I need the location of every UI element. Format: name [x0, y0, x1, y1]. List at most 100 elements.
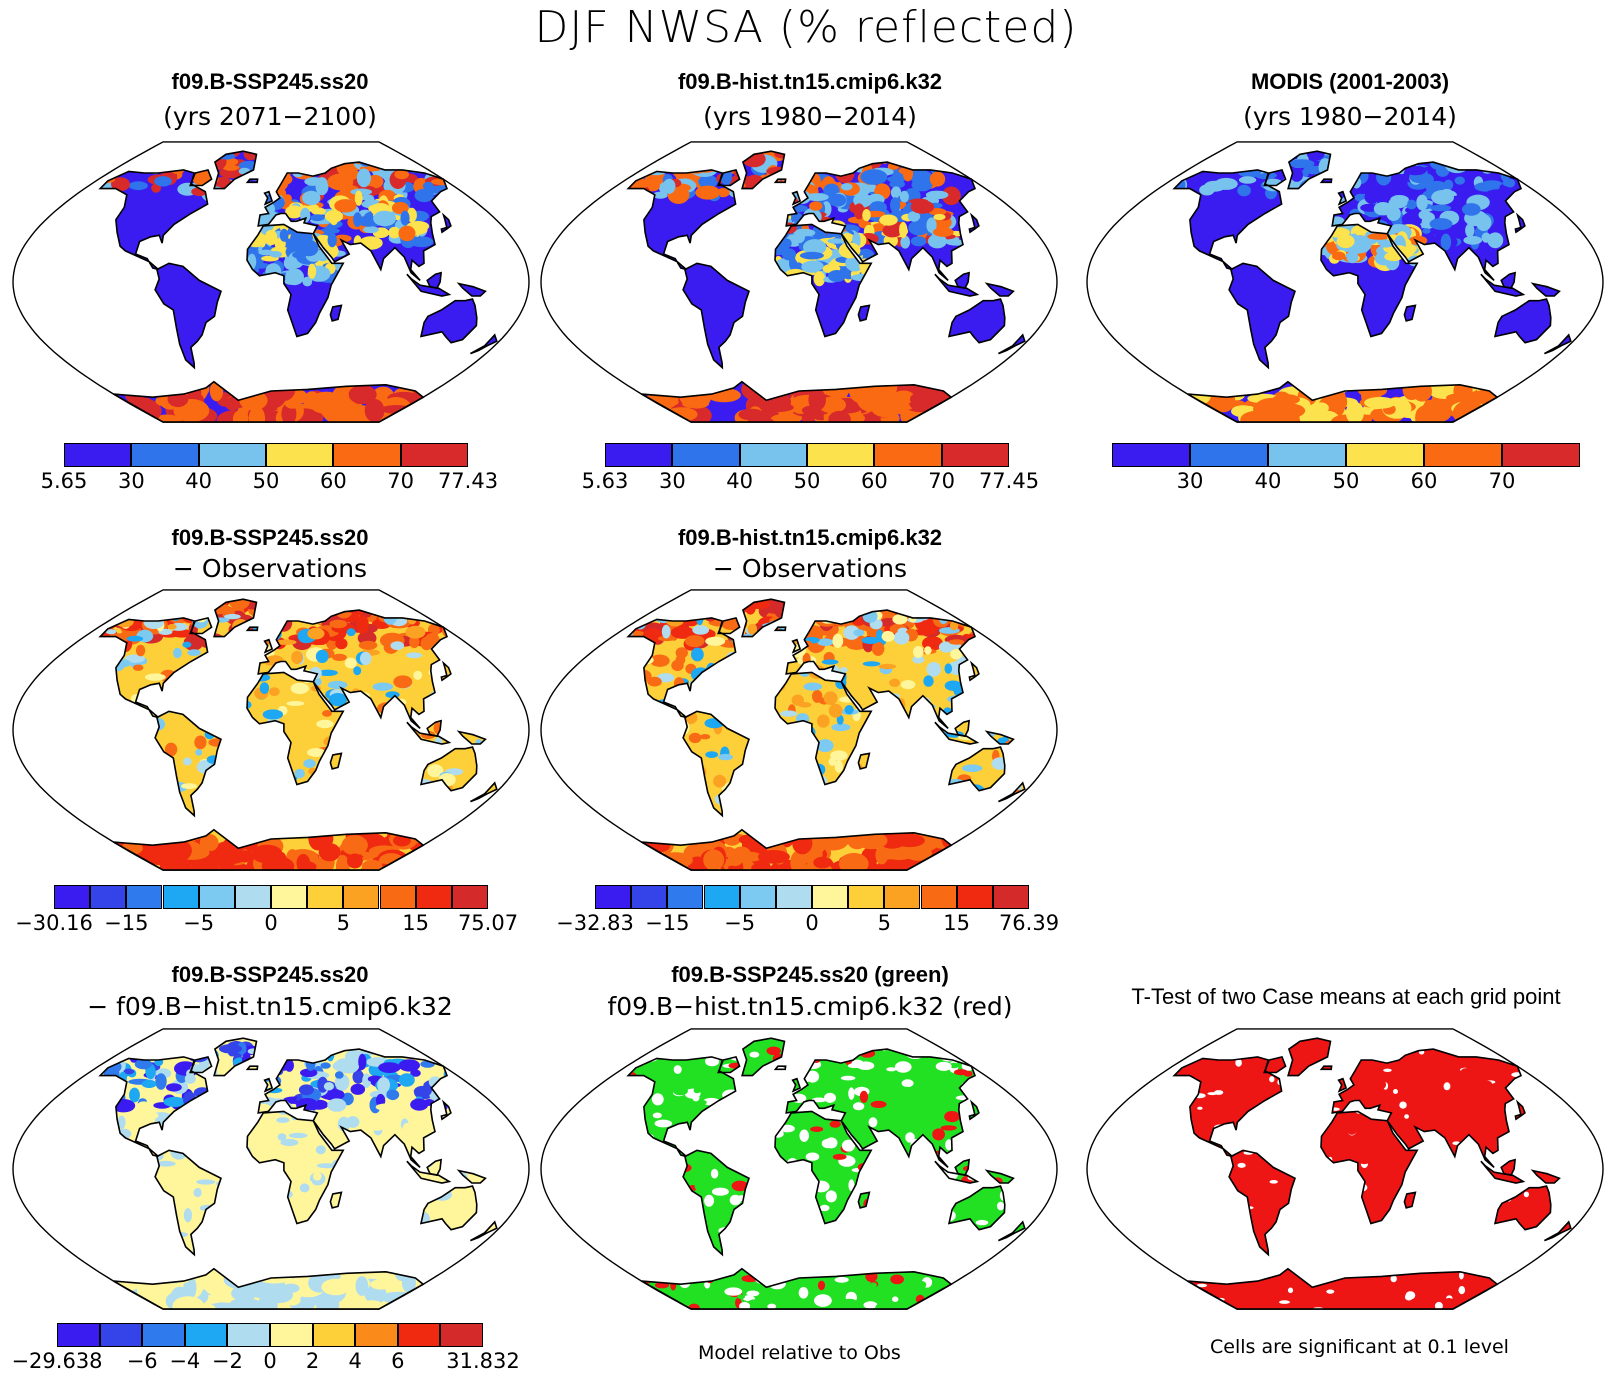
colorbar-panel-6: −29.638 −6 −4 −2 0 2 4 6 31.832 [11, 1323, 520, 1381]
colorbar-tick-label: 5 [336, 911, 351, 935]
colorbar-tick-label: 50 [793, 469, 821, 493]
colorbar-tick-label: 6 [391, 1349, 405, 1373]
colorbar-tick-label: −30.16 [15, 911, 93, 935]
colorbar-tick-label: 76.39 [998, 911, 1060, 935]
colorbar-tick-label: −15 [104, 911, 149, 935]
colorbar-segment [333, 443, 401, 467]
colorbar-tick-label: 77.43 [437, 469, 499, 493]
colorbar-segment [270, 1323, 313, 1347]
colorbar-segment [992, 885, 1029, 909]
colorbar-segment [142, 1323, 185, 1347]
colorbar-tick-label: −4 [169, 1349, 201, 1373]
colorbar-segment [355, 1323, 398, 1347]
colorbar-panel-1: 5.65 30 40 50 60 70 77.43 [41, 443, 498, 501]
map-panel-7 [540, 1028, 1058, 1310]
colorbar-segment [812, 885, 849, 909]
panel-6-subtitle: − f09.B−hist.tn15.cmip6.k32 [87, 992, 453, 1021]
colorbar-segment [379, 885, 416, 909]
colorbar-segment [874, 443, 942, 467]
colorbar-segment [1112, 443, 1190, 467]
colorbar-segment [807, 443, 875, 467]
colorbar-segment [775, 885, 812, 909]
panel-7-subtitle: f09.B−hist.tn15.cmip6.k32 (red) [607, 992, 1013, 1021]
colorbar-segment [57, 1323, 100, 1347]
colorbar-segment [271, 885, 308, 909]
colorbar-panel-3: 30 40 50 60 70 [1112, 443, 1580, 501]
colorbar-tick-label: −5 [724, 911, 756, 935]
map-panel-5 [540, 589, 1058, 871]
colorbar-tick-label: 30 [658, 469, 686, 493]
colorbar-tick-label: 5.63 [581, 469, 629, 493]
colorbar-tick-label: 60 [1410, 469, 1438, 493]
colorbar-tick-label: 70 [387, 469, 415, 493]
colorbar-segment [227, 1323, 270, 1347]
panel-5-subtitle: − Observations [712, 554, 908, 583]
panel-5-title: f09.B-hist.tn15.cmip6.k32 [677, 525, 943, 550]
colorbar-segment [343, 885, 380, 909]
colorbar-tick-label: 40 [726, 469, 754, 493]
colorbar-tick-label: 5.65 [40, 469, 88, 493]
colorbar-segment [595, 885, 632, 909]
colorbar-tick-label: 4 [348, 1349, 362, 1373]
colorbar-segment [131, 443, 199, 467]
colorbar-segment [184, 1323, 228, 1347]
colorbar-segment [1502, 443, 1580, 467]
colorbar-tick-label: −6 [126, 1349, 158, 1373]
colorbar-tick-label: −29.638 [11, 1349, 103, 1373]
colorbar-segment [99, 1323, 143, 1347]
colorbar-segment [440, 1323, 483, 1347]
colorbar-tick-label: 60 [319, 469, 347, 493]
colorbar-tick-label: 40 [185, 469, 213, 493]
colorbar-tick-label: 70 [1488, 469, 1516, 493]
colorbar-segment [1346, 443, 1424, 467]
colorbar-segment [703, 885, 740, 909]
colorbar-tick-label: 2 [305, 1349, 320, 1373]
colorbar-panel-4: −30.16 −15 −5 0 5 15 75.07 [15, 885, 518, 943]
colorbar-panel-2: 5.63 30 40 50 60 70 77.45 [582, 443, 1039, 501]
colorbar-tick-label: 31.832 [446, 1349, 520, 1373]
colorbar-segment [956, 885, 993, 909]
colorbar-segment [1190, 443, 1268, 467]
colorbar-tick-label: 50 [1332, 469, 1360, 493]
map-panel-1 [12, 141, 530, 423]
colorbar-segment [162, 885, 199, 909]
colorbar-tick-label: 0 [805, 911, 819, 935]
colorbar-tick-label: 40 [1254, 469, 1282, 493]
colorbar-segment [848, 885, 885, 909]
colorbar-segment [884, 885, 921, 909]
panel-2-subtitle: (yrs 1980−2014) [703, 102, 917, 131]
colorbar-segment [397, 1323, 441, 1347]
colorbar-segment [307, 885, 344, 909]
colorbar-tick-label: −2 [211, 1349, 243, 1373]
colorbar-tick-label: 75.07 [457, 911, 519, 935]
colorbar-segment [415, 885, 452, 909]
map-panel-6 [12, 1028, 530, 1310]
colorbar-tick-label: 5 [877, 911, 892, 935]
panel-4-title: f09.B-SSP245.ss20 [171, 525, 369, 550]
colorbar-segment [64, 443, 132, 467]
colorbar-tick-label: −5 [183, 911, 215, 935]
colorbar-tick-label: 70 [928, 469, 956, 493]
colorbar-panel-5: −32.83 −15 −5 0 5 15 76.39 [556, 885, 1059, 943]
map-panel-3 [1086, 141, 1604, 423]
colorbar-segment [54, 885, 91, 909]
figure-title: DJF NWSA (% reflected) [534, 2, 1078, 53]
colorbar-tick-label: 60 [860, 469, 888, 493]
colorbar-segment [198, 443, 266, 467]
colorbar-segment [198, 885, 235, 909]
panel-1-title: f09.B-SSP245.ss20 [171, 69, 369, 94]
colorbar-segment [312, 1323, 356, 1347]
colorbar-tick-label: 0 [263, 1349, 277, 1373]
colorbar-segment [90, 885, 127, 909]
colorbar-segment [451, 885, 488, 909]
colorbar-tick-label: 0 [264, 911, 278, 935]
colorbar-segment [234, 885, 271, 909]
panel-1-subtitle: (yrs 2071−2100) [163, 102, 377, 131]
colorbar-segment [400, 443, 468, 467]
colorbar-tick-label: −32.83 [556, 911, 634, 935]
panel-7-title: f09.B-SSP245.ss20 (green) [671, 962, 949, 987]
panel-8-title: T-Test of two Case means at each grid po… [1131, 984, 1561, 1009]
map-panel-8 [1086, 1028, 1604, 1310]
colorbar-segment [126, 885, 163, 909]
colorbar-tick-label: −15 [645, 911, 690, 935]
